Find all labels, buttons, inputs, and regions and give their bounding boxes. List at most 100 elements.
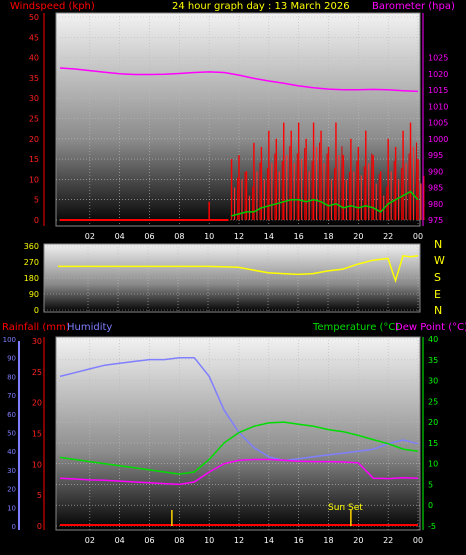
rainfall-label: Rainfall (mm) bbox=[2, 322, 70, 333]
humidity-label: Humidity bbox=[67, 322, 112, 333]
temp-x-tick: 04 bbox=[115, 536, 125, 545]
temp-axes: 02 04 06 08 10 12 14 16 18 20 22 00-505101520253035… bbox=[3, 335, 439, 545]
wind-x-tick: 16 bbox=[294, 232, 304, 241]
humidity-y-tick: 90 bbox=[7, 355, 16, 363]
compass-e: E bbox=[434, 288, 441, 301]
humidity-y-tick: 10 bbox=[7, 504, 16, 512]
compass-n-bottom: N bbox=[434, 304, 442, 317]
temperature-label: Temperature (°C) bbox=[312, 322, 399, 333]
temp-x-tick: 10 bbox=[204, 536, 214, 545]
rain-y-tick: 5 bbox=[37, 491, 42, 500]
dir-y-tick: 180 bbox=[24, 274, 39, 283]
temp-x-tick: 08 bbox=[174, 536, 184, 545]
wind-x-tick: 06 bbox=[144, 232, 154, 241]
humidity-y-tick: 60 bbox=[7, 411, 16, 419]
rain-y-tick: 10 bbox=[32, 460, 42, 469]
direction-grid bbox=[44, 244, 420, 312]
compass-w: W bbox=[434, 254, 445, 267]
temp-x-tick: 16 bbox=[294, 536, 304, 545]
dewpoint-line bbox=[59, 458, 419, 486]
dir-y-tick: 90 bbox=[29, 290, 39, 299]
direction-series bbox=[58, 254, 419, 284]
baro-y-tick: 995 bbox=[428, 151, 443, 160]
wind-y-tick: 50 bbox=[29, 13, 39, 22]
wind-x-tick: 08 bbox=[174, 232, 184, 241]
wind-axes: 02 04 06 08 10 12 14 16 18 20 22 000510152025303540… bbox=[29, 13, 448, 241]
temp-x-tick: 12 bbox=[234, 536, 244, 545]
temp-x-tick: 00 bbox=[413, 536, 423, 545]
humidity-y-tick: 70 bbox=[7, 392, 16, 400]
humidity-y-tick: 20 bbox=[7, 486, 16, 494]
humidity-y-tick: 30 bbox=[7, 467, 16, 475]
humidity-y-tick: 80 bbox=[7, 373, 16, 381]
temp-y-tick: 0 bbox=[428, 501, 433, 510]
wind-y-tick: 45 bbox=[29, 33, 39, 42]
dir-y-tick: 360 bbox=[24, 242, 39, 251]
rain-y-tick: 20 bbox=[32, 399, 42, 408]
wind-y-tick: 5 bbox=[34, 196, 39, 205]
wind-x-tick: 00 bbox=[413, 232, 423, 241]
temp-y-tick: 30 bbox=[428, 377, 438, 386]
temp-y-tick: 15 bbox=[428, 439, 438, 448]
wind-x-tick: 10 bbox=[204, 232, 214, 241]
temp-x-tick: 06 bbox=[144, 536, 154, 545]
baro-y-tick: 1010 bbox=[428, 102, 448, 111]
humidity-y-tick: 0 bbox=[12, 523, 16, 531]
direction-plot-area bbox=[43, 243, 421, 313]
temp-x-tick: 22 bbox=[383, 536, 393, 545]
temp-y-tick: 35 bbox=[428, 356, 438, 365]
baro-y-tick: 975 bbox=[428, 216, 443, 225]
avg-wind-line bbox=[231, 190, 419, 217]
compass-letters: N W S E N bbox=[434, 238, 445, 317]
compass-n-top: N bbox=[434, 238, 442, 251]
humidity-y-tick: 100 bbox=[3, 336, 16, 344]
barometer-label: Barometer (hpa) bbox=[372, 1, 455, 12]
humidity-y-tick: 40 bbox=[7, 448, 16, 456]
temp-y-tick: 10 bbox=[428, 460, 438, 469]
rain-y-tick: 30 bbox=[32, 337, 42, 346]
baro-y-tick: 990 bbox=[428, 167, 443, 176]
temp-x-tick: 20 bbox=[353, 536, 363, 545]
temp-y-tick: 20 bbox=[428, 418, 438, 427]
barometer-line bbox=[59, 67, 419, 93]
wind-y-tick: 15 bbox=[29, 155, 39, 164]
temp-x-tick: 14 bbox=[264, 536, 274, 545]
wind-y-tick: 0 bbox=[34, 216, 39, 225]
wind-x-tick: 04 bbox=[115, 232, 125, 241]
wind-series bbox=[59, 67, 425, 221]
wind-y-tick: 10 bbox=[29, 175, 39, 184]
wind-y-tick: 35 bbox=[29, 74, 39, 83]
baro-y-tick: 1025 bbox=[428, 54, 448, 63]
temp-y-tick: 5 bbox=[428, 480, 433, 489]
wind-y-tick: 25 bbox=[29, 115, 39, 124]
wind-y-tick: 30 bbox=[29, 94, 39, 103]
compass-s: S bbox=[434, 271, 441, 284]
direction-line bbox=[58, 254, 419, 284]
baro-y-tick: 1005 bbox=[428, 119, 448, 128]
wind-y-tick: 40 bbox=[29, 54, 39, 63]
rain-y-tick: 15 bbox=[32, 430, 42, 439]
wind-x-tick: 14 bbox=[264, 232, 274, 241]
temp-y-tick: 25 bbox=[428, 397, 438, 406]
baro-y-tick: 985 bbox=[428, 184, 443, 193]
baro-y-tick: 1015 bbox=[428, 86, 448, 95]
dewpoint-label: Dew Point (°C) bbox=[395, 322, 466, 333]
wind-x-tick: 12 bbox=[234, 232, 244, 241]
dir-y-tick: 270 bbox=[24, 258, 39, 267]
temp-y-tick: -5 bbox=[428, 522, 436, 531]
wind-x-tick: 20 bbox=[353, 232, 363, 241]
direction-axes: 0 90 180 270 360 bbox=[24, 242, 39, 315]
windspeed-label: Windspeed (kph) bbox=[10, 1, 95, 12]
baro-y-tick: 1020 bbox=[428, 70, 448, 79]
humidity-y-tick: 50 bbox=[7, 430, 16, 438]
wind-x-tick: 18 bbox=[323, 232, 333, 241]
chart-title: 24 hour graph day : 13 March 2026 bbox=[172, 1, 350, 12]
temp-x-tick: 02 bbox=[85, 536, 95, 545]
baro-y-tick: 980 bbox=[428, 200, 443, 209]
wind-x-tick: 22 bbox=[383, 232, 393, 241]
wind-y-tick: 20 bbox=[29, 135, 39, 144]
temperature-line bbox=[59, 421, 419, 475]
temp-y-tick: 40 bbox=[428, 335, 438, 344]
rain-y-tick: 25 bbox=[32, 368, 42, 377]
